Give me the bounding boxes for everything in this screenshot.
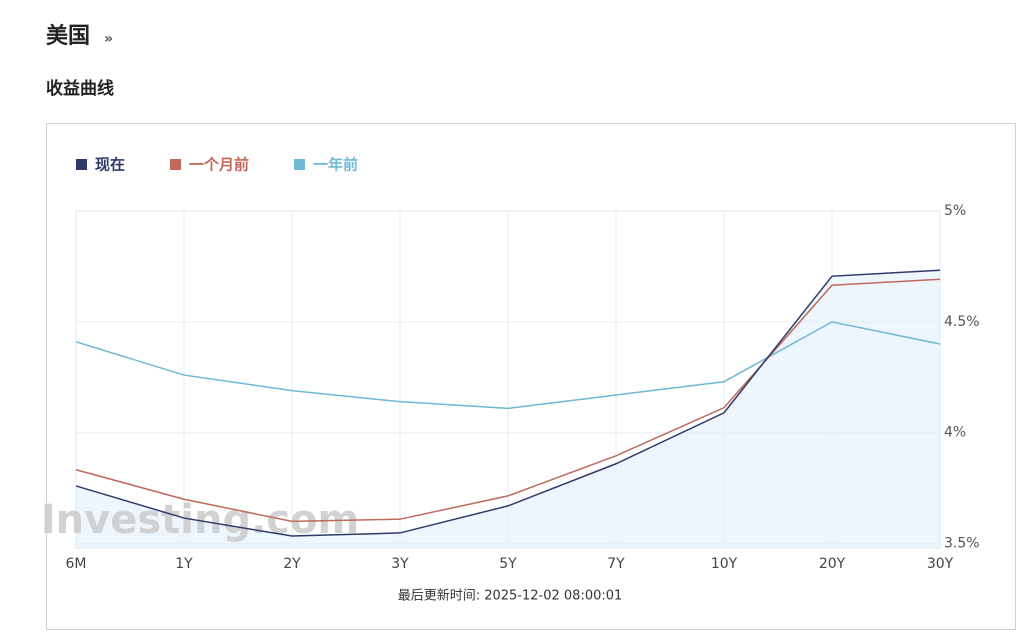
x-tick-label: 30Y (927, 556, 954, 572)
legend-swatch (170, 159, 182, 170)
heading-link[interactable]: » (104, 31, 113, 47)
y-tick-label: 4.5% (944, 314, 980, 330)
x-tick-label: 1Y (175, 556, 193, 572)
line (75, 321, 941, 410)
chart-title: 收益曲线 (46, 78, 114, 99)
chart-frame (46, 123, 1016, 630)
legend-swatch (76, 159, 87, 170)
legend-swatch (294, 159, 306, 170)
x-tick-label: 7Y (607, 556, 625, 572)
x-tick-label: 5Y (499, 556, 517, 572)
x-tick-label: 3Y (391, 556, 409, 572)
legend-label[interactable]: 现在 (95, 156, 125, 174)
legend-label[interactable]: 一个月前 (189, 156, 249, 174)
footer: 最后更新时间: 2025-12-02 08:00:01 (398, 588, 623, 604)
y-tick-label: 4% (944, 425, 966, 441)
x-tick-label: 20Y (819, 556, 846, 572)
x-tick-label: 2Y (283, 556, 301, 572)
y-tick-label: 5% (944, 203, 966, 219)
line (75, 269, 941, 537)
x-tick-label: 6M (66, 556, 87, 572)
legend-label[interactable]: 一年前 (313, 156, 358, 174)
heading: 美国 (46, 23, 90, 49)
line (75, 278, 941, 523)
x-tick-label: 10Y (711, 556, 738, 572)
y-tick-label: 3.5% (944, 536, 980, 552)
plot-border (75, 210, 941, 549)
